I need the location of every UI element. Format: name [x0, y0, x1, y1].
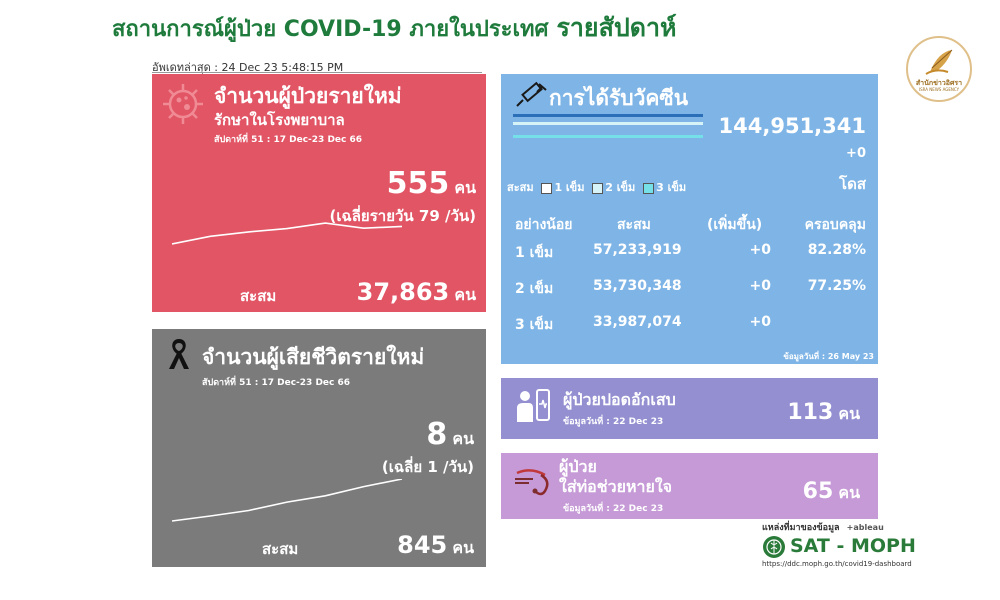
pneumonia-value-row: 113 คน	[787, 400, 860, 427]
cases-count: 555	[386, 166, 450, 201]
row1-dose: 1 เข็ม	[515, 245, 554, 261]
page-title: สถานการณ์ผู้ป่วย COVID-19 ภายในประเทศ ราย…	[112, 8, 676, 48]
deaths-unit: คน	[452, 429, 474, 448]
deaths-count-row: 8 คน	[426, 417, 474, 452]
vaccine-total: 144,951,341	[718, 114, 866, 138]
vaccine-delta: +0	[846, 146, 866, 161]
col-header-coverage: ครอบคลุม	[804, 217, 866, 233]
deaths-average: (เฉลี่ย 1 /วัน)	[381, 458, 474, 476]
pneumonia-title: ผู้ป่วยปอดอักเสบ	[563, 390, 676, 409]
last-updated: อัพเดทล่าสุด : 24 Dec 23 5:48:15 PM	[152, 61, 344, 74]
title-main: สถานการณ์ผู้ป่วย COVID-19 ภายในประเทศ	[112, 17, 549, 42]
row3-dose: 3 เข็ม	[515, 317, 554, 333]
vaccine-title: การได้รับวัคซีน	[549, 86, 689, 110]
row1-increase: +0	[749, 242, 771, 258]
deaths-cumulative-value: 845	[397, 531, 448, 559]
vaccination-panel: การได้รับวัคซีน 144,951,341 +0 โดส สะสม …	[501, 74, 878, 364]
isra-logo: สำนักข่าวอิศรา ISRA NEWS AGENCY	[906, 36, 972, 102]
ventilator-title-line2: ใส่ท่อช่วยหายใจ	[559, 477, 673, 496]
row2-increase: +0	[749, 278, 771, 294]
ventilator-value-row: 65 คน	[803, 479, 860, 506]
deaths-cumulative-label: สะสม	[262, 540, 299, 558]
row2-dose: 2 เข็ม	[515, 281, 554, 297]
legend-prefix: สะสม	[507, 181, 534, 194]
vaccine-legend: สะสม 1 เข็ม 2 เข็ม 3 เข็ม	[507, 178, 686, 196]
legend-dose2: 2 เข็ม	[605, 181, 636, 194]
ventilator-unit: คน	[838, 483, 860, 502]
legend-swatch-dose2	[592, 182, 604, 194]
syringe-icon	[516, 81, 547, 107]
cases-cumulative-value: 37,863	[356, 278, 450, 306]
vaccine-data-date: ข้อมูลวันที่ : 26 May 23	[783, 352, 874, 361]
cases-subtitle: รักษาในโรงพยาบาล	[214, 111, 345, 129]
deaths-count: 8	[426, 417, 448, 452]
moph-emblem-icon	[763, 536, 785, 558]
logo-text: สำนักข่าวอิศรา	[915, 79, 963, 87]
cases-cumulative-unit: คน	[454, 285, 476, 304]
tableau-logo-text: +ableau	[846, 523, 884, 532]
legend-dose3: 3 เข็ม	[656, 181, 687, 194]
pneumonia-unit: คน	[838, 404, 860, 423]
ventilator-title-line1: ผู้ป่วย	[559, 457, 597, 476]
source-label-text: แหล่งที่มาของข้อมูล	[762, 523, 840, 533]
ventilator-date: ข้อมูลวันที่ : 22 Dec 23	[563, 504, 664, 514]
deaths-cumulative-unit: คน	[452, 538, 474, 557]
title-sub: รายสัปดาห์	[556, 13, 677, 42]
new-deaths-panel: จำนวนผู้เสียชีวิตรายใหม่ สัปดาห์ที่ 51 :…	[152, 329, 486, 567]
deaths-week: สัปดาห์ที่ 51 : 17 Dec-23 Dec 66	[202, 378, 351, 388]
patient-monitor-icon	[517, 389, 550, 422]
sat-moph-text: SAT - MOPH	[790, 535, 916, 557]
source-url[interactable]: https://ddc.moph.go.th/covid19-dashboard	[762, 560, 912, 568]
col-header-atleast: อย่างน้อย	[515, 217, 573, 233]
row3-cumulative: 33,987,074	[593, 314, 682, 330]
row2-coverage: 77.25%	[807, 278, 866, 294]
row2-cumulative: 53,730,348	[593, 278, 682, 294]
logo-subtext: ISRA NEWS AGENCY	[918, 87, 960, 92]
new-cases-panel: จำนวนผู้ป่วยรายใหม่ รักษาในโรงพยาบาล สัป…	[152, 74, 486, 312]
deaths-title: จำนวนผู้เสียชีวิตรายใหม่	[202, 345, 425, 369]
feather-icon	[925, 49, 953, 75]
row1-coverage: 82.28%	[807, 242, 866, 258]
legend-dose1: 1 เข็ม	[554, 181, 585, 194]
vaccine-unit: โดส	[839, 175, 866, 193]
ventilator-value: 65	[802, 479, 834, 504]
progress-bar-dose2	[513, 122, 703, 125]
cases-cumulative-label: สะสม	[240, 287, 277, 305]
cases-unit: คน	[454, 178, 476, 197]
pneumonia-value: 113	[787, 400, 834, 425]
pneumonia-panel: ผู้ป่วยปอดอักเสบ ข้อมูลวันที่ : 22 Dec 2…	[501, 378, 878, 439]
deaths-trend-line	[172, 479, 403, 522]
col-header-cumulative: สะสม	[617, 217, 651, 233]
progress-bar-dose3	[513, 135, 703, 138]
ventilator-panel: ผู้ป่วย ใส่ท่อช่วยหายใจ ข้อมูลวันที่ : 2…	[501, 453, 878, 519]
row1-cumulative: 57,233,919	[593, 242, 682, 258]
deaths-cumulative-row: 845 คน	[397, 531, 474, 561]
cases-count-row: 555 คน	[387, 166, 476, 201]
intubation-icon	[515, 469, 549, 496]
cases-trend-line	[172, 222, 403, 245]
divider	[152, 72, 482, 73]
cases-cumulative-row: 37,863 คน	[357, 278, 476, 308]
source-label: แหล่งที่มาของข้อมูล +ableau	[762, 520, 884, 534]
pneumonia-date: ข้อมูลวันที่ : 22 Dec 23	[563, 417, 664, 427]
cases-title: จำนวนผู้ป่วยรายใหม่	[214, 84, 402, 108]
row3-increase: +0	[749, 314, 771, 330]
progress-bar-dose1	[513, 114, 703, 117]
black-ribbon-icon	[169, 339, 189, 369]
legend-swatch-dose1	[541, 182, 553, 194]
legend-swatch-dose3	[643, 182, 655, 194]
cases-week: สัปดาห์ที่ 51 : 17 Dec-23 Dec 66	[214, 135, 363, 145]
col-header-increase: (เพิ่มขึ้น)	[707, 217, 763, 233]
virus-icon	[163, 84, 203, 124]
cases-average: (เฉลี่ยรายวัน 79 /วัน)	[329, 207, 476, 225]
